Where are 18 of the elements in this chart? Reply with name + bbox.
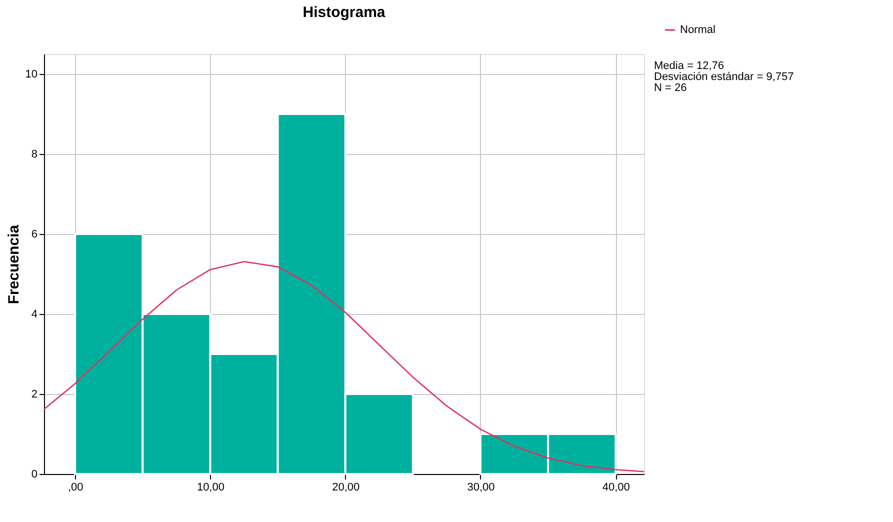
x-tick-label: 10,00 xyxy=(196,482,224,494)
x-tick-label: ,00 xyxy=(68,482,84,494)
y-tick-label: 2 xyxy=(31,388,38,400)
x-tick-label: 30,00 xyxy=(467,482,495,494)
x-tick-label: 40,00 xyxy=(602,482,630,494)
chart-title: Histograma xyxy=(302,4,386,21)
text: Media = 12,76 xyxy=(654,60,724,72)
legend-label: Normal xyxy=(680,24,716,36)
y-tick-label: 10 xyxy=(25,68,38,80)
text: N = 26 xyxy=(654,82,687,94)
y-tick-label: 6 xyxy=(31,228,38,240)
y-tick-label: 0 xyxy=(31,468,38,480)
x-tick-label: 20,00 xyxy=(332,482,360,494)
y-tick-label: 4 xyxy=(31,308,38,320)
y-axis-title: Frecuencia xyxy=(5,224,22,304)
line-series xyxy=(43,260,645,472)
text: Desviación estándar = 9,757 xyxy=(654,71,794,83)
y-tick-label: 8 xyxy=(31,148,38,160)
